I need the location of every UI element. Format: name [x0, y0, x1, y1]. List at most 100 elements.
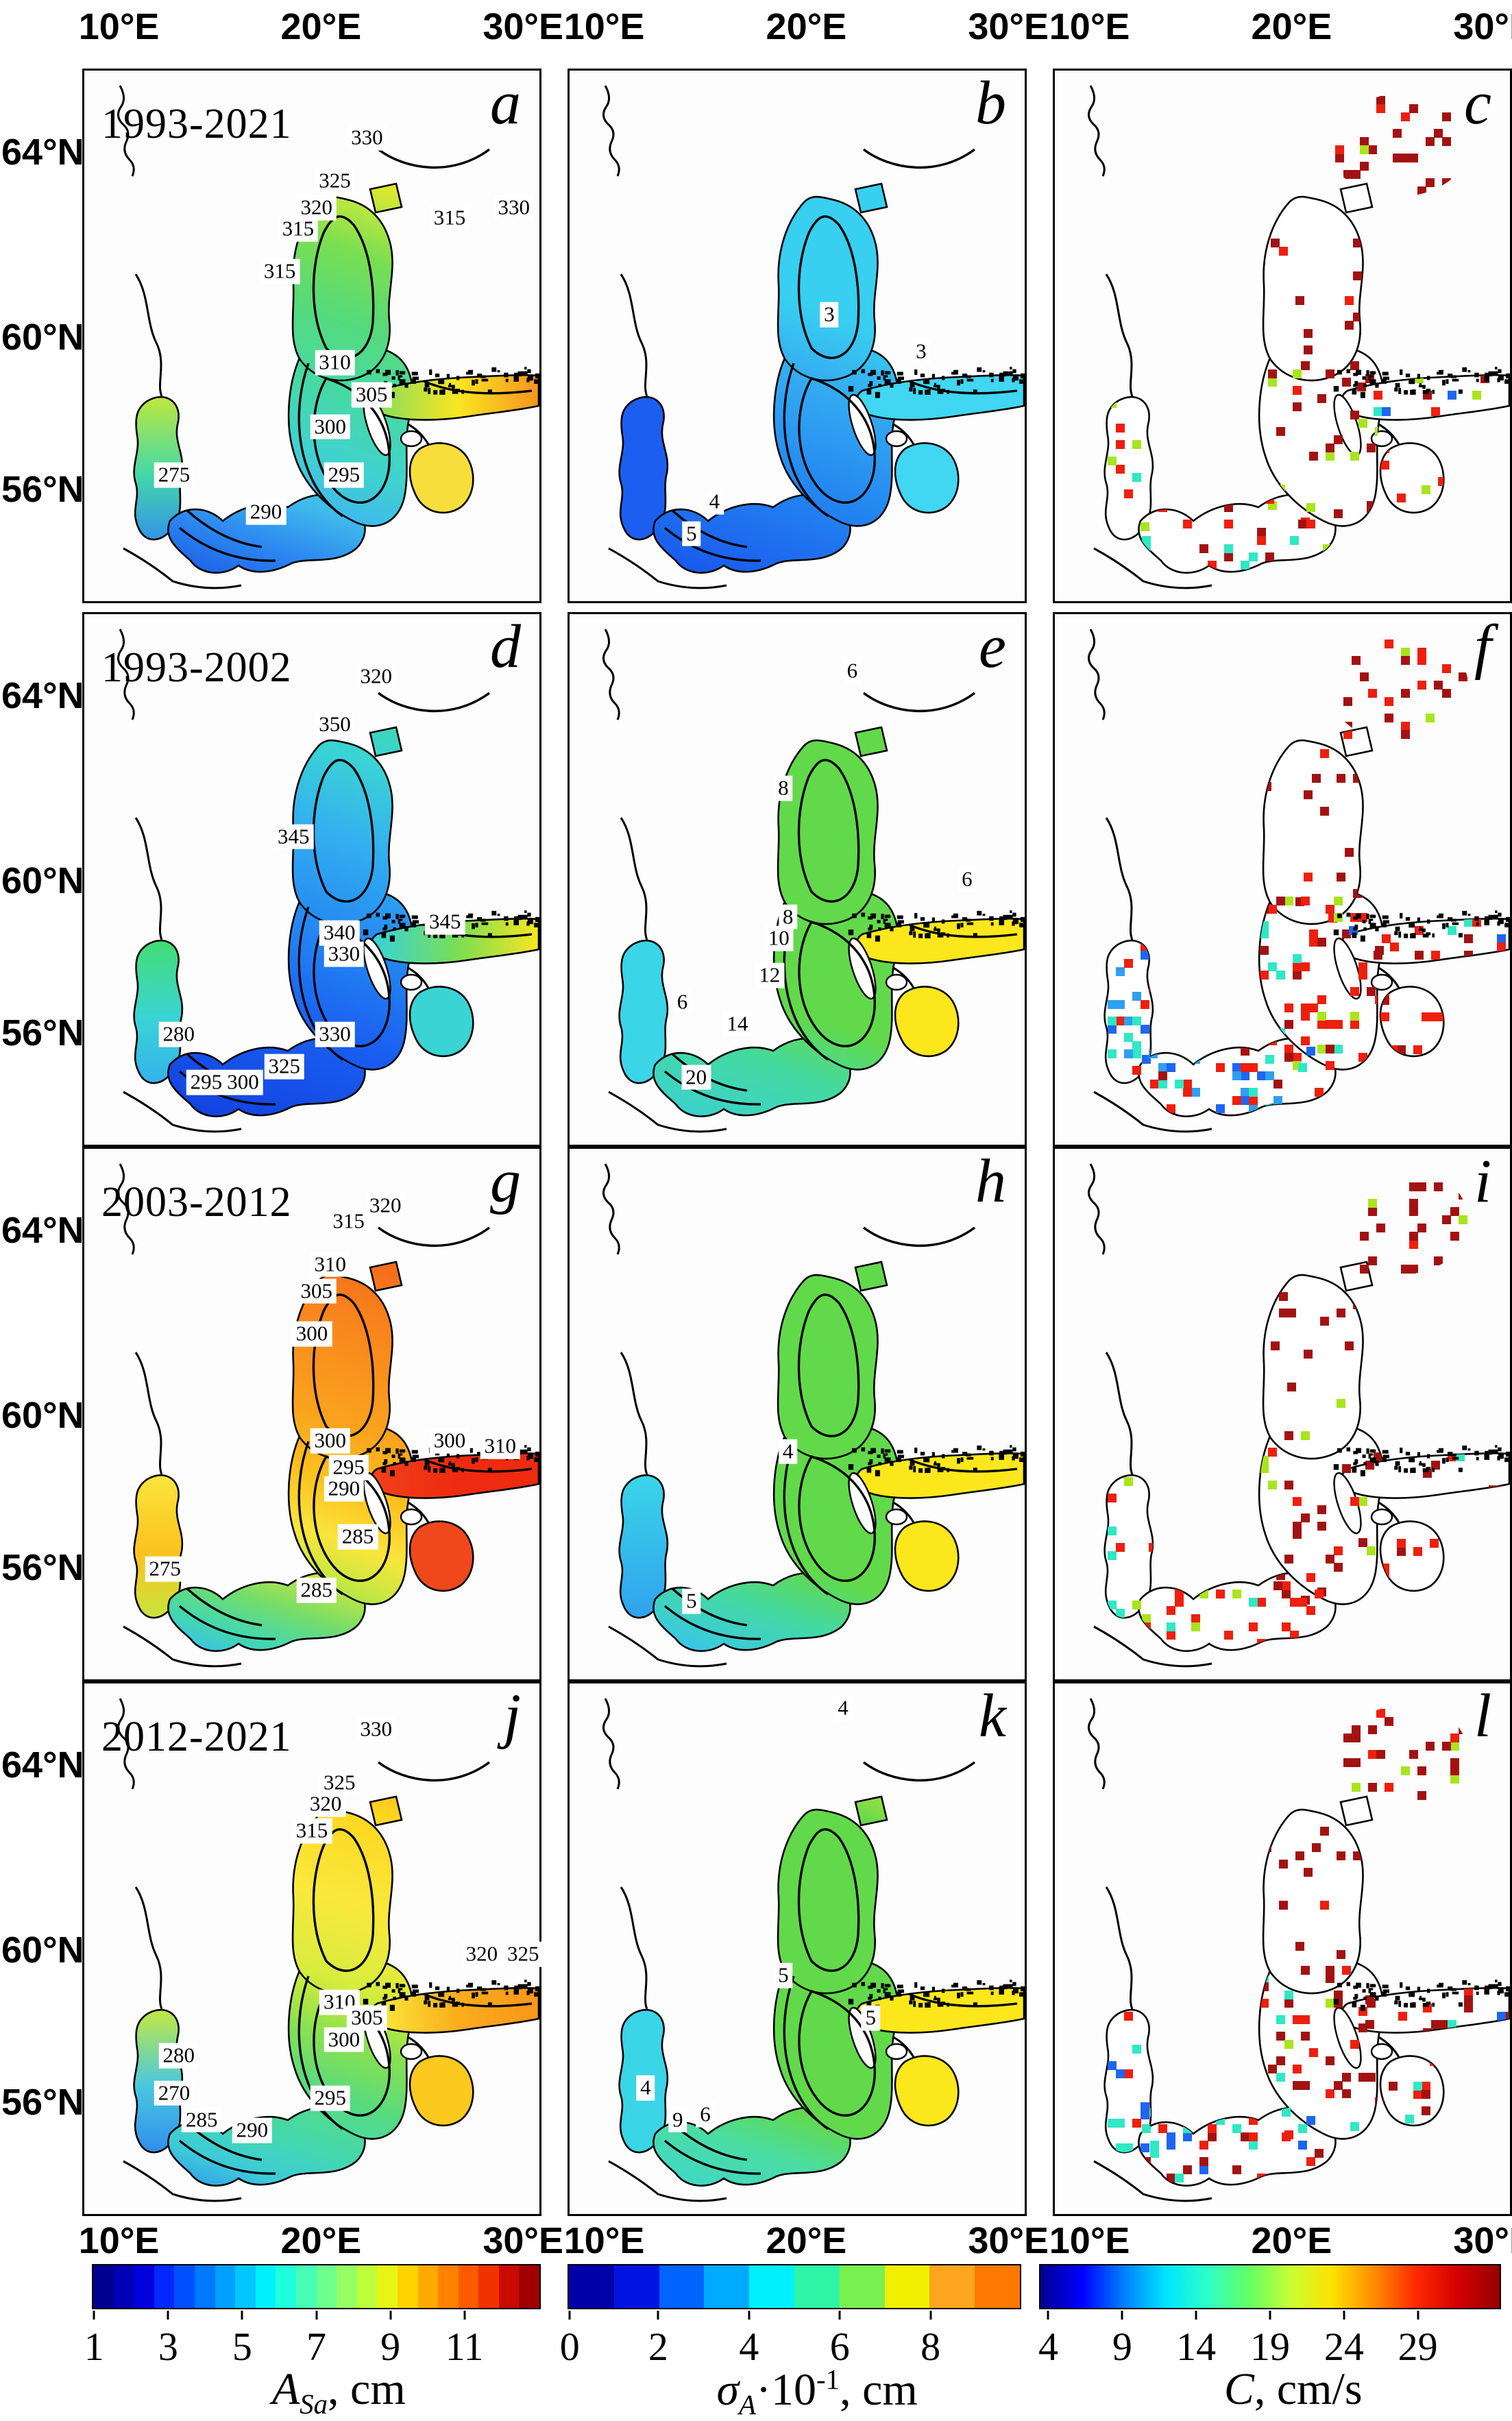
colorbar-segment [356, 2265, 378, 2308]
contour-label: 9 [668, 2107, 687, 2132]
period-title: 1993-2002 [101, 644, 292, 691]
coastline [1105, 1886, 1134, 2010]
contour-label: 3 [912, 339, 931, 365]
colorbar-segment [134, 2265, 154, 2308]
map-svg-f [1053, 612, 1512, 1147]
sea-area [409, 1520, 474, 1592]
contour-label: 290 [245, 500, 286, 525]
coastline [1105, 817, 1134, 940]
colorbar-tick [748, 2311, 751, 2320]
y-axis-label: 64°N [1, 1744, 84, 1786]
sea-area [369, 726, 403, 757]
sea-area [894, 986, 960, 1058]
colorbar-segment [749, 2265, 794, 2308]
contour-label: 290 [324, 1476, 365, 1502]
island-saaremaa [400, 430, 423, 448]
y-axis-label: 56°N [1, 1547, 84, 1588]
contour-label: 305 [351, 382, 392, 408]
sea-area [369, 1261, 403, 1292]
map-panel-g: 320 315 310 305 300 300 295 290 300 310 285 285 275 g… [82, 1147, 541, 1681]
contour-label: 5 [861, 2006, 880, 2031]
contour-label: 290 [232, 2117, 273, 2143]
x-axis-label-top: 20°E [280, 6, 362, 47]
contour-label: 325 [315, 168, 355, 194]
coastline [608, 1625, 727, 1668]
colorbar-tick-label: 8 [920, 2324, 941, 2369]
contour-lines [178, 1226, 533, 1640]
map-panel-h: 4 5 h [568, 1147, 1027, 1681]
y-axis-label: 60°N [1, 317, 84, 358]
colorbar-tick-label: 0 [559, 2324, 580, 2369]
colorbar-tick [1121, 2311, 1123, 2320]
colorbar-segment [235, 2265, 256, 2308]
contour-label: 280 [158, 2043, 199, 2069]
coastline [134, 1352, 163, 1475]
contour-label: 270 [154, 2080, 195, 2106]
colorbar-tick [838, 2311, 841, 2320]
contour-label: 6 [696, 2102, 715, 2128]
contour-label: 285 [296, 1578, 337, 1603]
colorbar-1 [568, 2264, 1021, 2309]
y-axis-label: 64°N [1, 1210, 84, 1251]
panel-letter-e: e [979, 613, 1006, 681]
contour-label: 300 [324, 2027, 365, 2052]
y-axis-label: 64°N [1, 675, 84, 716]
sea-area [291, 1808, 393, 1995]
colorbar-segment [397, 2265, 418, 2308]
sea-area [369, 1795, 403, 1827]
coastline [1093, 1625, 1212, 1668]
coastline [1093, 2160, 1212, 2202]
sea-area [167, 494, 366, 574]
contour-label: 330 [315, 1021, 355, 1047]
colorbar-segment [498, 2265, 520, 2308]
x-axis-label-top: 10°E [1049, 6, 1130, 47]
contour-label: 6 [842, 658, 862, 684]
map-svg-l [1053, 1681, 1512, 2216]
colorbar-tick-label: 9 [1112, 2324, 1132, 2369]
coastline [608, 547, 727, 589]
coastline [117, 629, 135, 720]
colorbar-tick [93, 2311, 95, 2320]
colorbar-segment [884, 2265, 930, 2308]
coastline [123, 1091, 242, 1133]
sea-area [1379, 442, 1445, 514]
colorbar-segment [659, 2265, 705, 2308]
coastline [123, 1625, 242, 1668]
sea-area [854, 1795, 888, 1827]
colorbar-tick [1047, 2311, 1049, 2320]
coastline [134, 1886, 163, 2010]
colorbar-segment [295, 2265, 317, 2308]
x-axis-label-bottom: 30°E [483, 2220, 564, 2261]
sea-area [777, 195, 879, 382]
colorbar-segment [276, 2265, 296, 2308]
panel-letter-f: f [1474, 613, 1491, 681]
panel-letter-i: i [1474, 1147, 1491, 1215]
island-saaremaa [885, 1508, 908, 1526]
sea-area [854, 1261, 888, 1292]
island-saaremaa [1370, 973, 1393, 991]
sea-area [777, 1274, 879, 1460]
contour-label: 315 [291, 1818, 332, 1844]
sea-area [653, 1572, 851, 1652]
sea-area [369, 182, 403, 214]
colorbar-tick [929, 2311, 932, 2320]
coastline [1088, 85, 1106, 177]
colorbar-tick [315, 2311, 317, 2320]
coastline [1088, 629, 1106, 720]
colorbar-tick [1417, 2311, 1419, 2320]
island-saaremaa [1370, 2043, 1393, 2060]
colorbar-segment [154, 2265, 175, 2308]
contour-label: 330 [324, 941, 365, 967]
contour-label: 20 [681, 1064, 711, 1090]
x-axis-label-bottom: 10°E [563, 2220, 645, 2261]
sea-area [894, 1520, 960, 1592]
island-saaremaa [400, 2043, 423, 2060]
contour-label: 6 [672, 990, 692, 1015]
contour-label: 4 [778, 1439, 798, 1464]
coastline [608, 1091, 727, 1133]
x-axis-label-top: 20°E [766, 6, 847, 47]
coastline [123, 2160, 242, 2202]
sea-area [409, 986, 474, 1058]
coastline [1093, 547, 1212, 589]
